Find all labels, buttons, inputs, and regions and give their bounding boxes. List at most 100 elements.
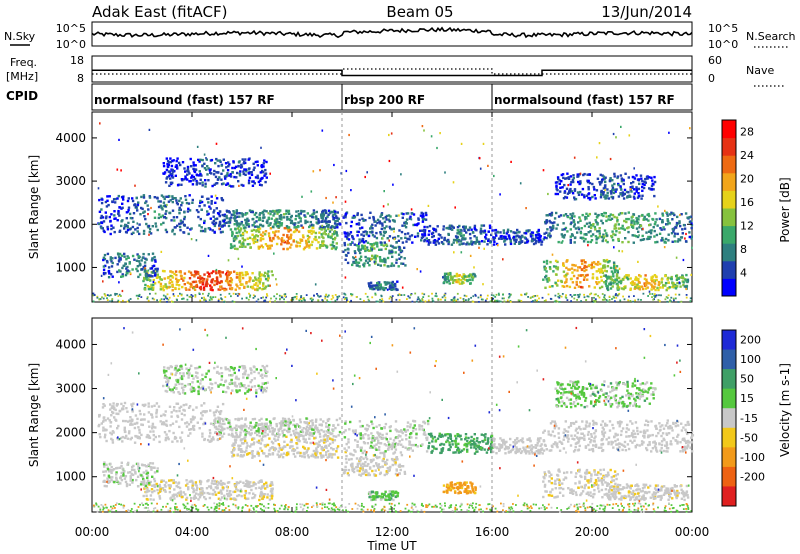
echo-cell [109, 219, 112, 223]
echo-cell [221, 417, 224, 421]
echo-cell [571, 178, 575, 182]
echo-cell [654, 212, 657, 215]
echo-cell [218, 220, 222, 224]
echo-cell [128, 212, 132, 216]
echo-cell [273, 437, 276, 440]
echo-cell [369, 230, 372, 234]
echo-cell [499, 231, 502, 234]
echo-cell [321, 209, 325, 213]
echo-cell [433, 228, 436, 232]
echo-cell [651, 296, 653, 298]
echo-cell [239, 444, 242, 447]
echo-cell [136, 209, 139, 212]
echo-cell [120, 478, 124, 482]
echo-cell [159, 278, 162, 281]
echo-cell [526, 239, 530, 243]
echo-cell [365, 246, 369, 249]
echo-cell [323, 227, 326, 231]
echo-cell [226, 270, 229, 273]
echo-cell [434, 230, 438, 233]
echo-cell [131, 268, 134, 271]
echo-cell [386, 288, 389, 291]
echo-cell [619, 193, 622, 196]
echo-cell [309, 224, 312, 227]
echo-cell [188, 295, 191, 298]
echo-cell [591, 273, 595, 276]
echo-cell [250, 428, 253, 432]
echo-cell [244, 158, 247, 161]
echo-cell [569, 187, 572, 191]
echo-cell [617, 183, 620, 187]
echo-cell [165, 168, 169, 172]
echo-cell [332, 245, 335, 248]
echo-cell [118, 229, 122, 232]
echo-cell [216, 178, 220, 181]
echo-cell [685, 232, 687, 236]
echo-cell [133, 258, 136, 261]
echo-cell [140, 480, 143, 484]
echo-cell [569, 238, 572, 242]
echo-cell [313, 437, 316, 440]
echo-cell [311, 434, 314, 437]
echo-cell [213, 209, 216, 212]
echo-cell [389, 284, 392, 287]
echo-cell [98, 210, 102, 213]
echo-cell [249, 433, 252, 437]
echo-cell [184, 175, 187, 178]
echo-cell [163, 171, 167, 174]
echo-cell [323, 226, 327, 229]
echo-cell [603, 264, 606, 267]
echo-cell [130, 472, 133, 476]
echo-cell [583, 293, 585, 296]
echo-cell [137, 201, 140, 204]
echo-cell [112, 226, 115, 229]
echo-cell [371, 223, 374, 226]
echo-cell [518, 241, 521, 244]
echo-cell [358, 227, 362, 230]
echo-cell [194, 295, 197, 298]
echo-cell [384, 230, 387, 234]
echo-cell [109, 294, 112, 297]
echo-cell [585, 222, 589, 225]
echo-cell [143, 215, 146, 218]
echo-cell [178, 222, 181, 226]
echo-cell [166, 175, 169, 179]
echo-cell [617, 223, 620, 226]
echo-cell [628, 194, 631, 197]
echo-cell [104, 264, 107, 268]
echo-cell [573, 156, 576, 159]
echo-cell [294, 434, 297, 437]
echo-cell [207, 197, 210, 200]
echo-cell [382, 230, 386, 233]
echo-cell [382, 300, 385, 303]
echo-cell [583, 264, 586, 268]
echo-cell [685, 294, 688, 296]
echo-cell [244, 417, 247, 420]
echo-cell [269, 239, 272, 242]
echo-cell [263, 299, 266, 302]
echo-cell [283, 428, 286, 432]
echo-cell [325, 246, 328, 249]
echo-cell [638, 182, 641, 185]
echo-cell [366, 241, 370, 244]
echo-cell [317, 221, 321, 224]
echo-cell [573, 223, 576, 226]
echo-cell [447, 227, 451, 230]
echo-cell [245, 231, 248, 234]
echo-cell [390, 250, 393, 253]
echo-cell [616, 269, 619, 272]
echo-cell [552, 226, 555, 230]
echo-cell [231, 444, 234, 447]
echo-cell [609, 282, 612, 285]
echo-cell [246, 444, 249, 447]
echo-cell [579, 293, 581, 296]
echo-cell [382, 217, 385, 220]
echo-cell [135, 205, 138, 208]
echo-cell [651, 293, 654, 295]
echo-cell [421, 212, 425, 215]
echo-cell [390, 262, 394, 265]
echo-cell [491, 229, 494, 232]
echo-cell [343, 243, 347, 247]
echo-cell [263, 159, 266, 162]
echo-cell [231, 232, 234, 235]
